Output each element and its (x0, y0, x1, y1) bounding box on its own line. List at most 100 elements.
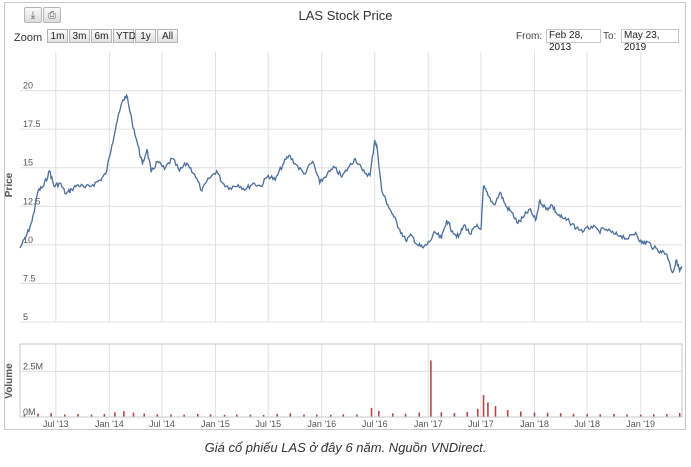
volume-tick-label: 2.5M (23, 361, 43, 371)
from-date-input[interactable]: Feb 28, 2013 (546, 29, 601, 53)
volume-bar (249, 414, 252, 417)
zoom-6m-button[interactable]: 6m (91, 29, 112, 43)
x-tick-label: Jul '13 (43, 419, 69, 429)
zoom-ytd-button[interactable]: YTD (113, 29, 136, 43)
price-tick-label: 12.5 (23, 196, 41, 206)
volume-bar (303, 414, 305, 417)
from-label: From: (516, 31, 543, 42)
x-tick-label: Jul '14 (149, 419, 175, 429)
x-tick-label: Jan '15 (201, 419, 230, 429)
chart-plot: 5 7.5 10 12.5 15 17.5 20 0M 2.5M Jul '13 Jan '14… (4, 52, 683, 429)
x-tick-labels: Jul '13 Jan '14 Jul '14 Jan '15 Jul '15 Jan '… (43, 419, 655, 429)
volume-bar (453, 412, 456, 417)
volume-bar (572, 413, 575, 417)
volume-bar (103, 413, 106, 417)
volume-bar (652, 414, 655, 417)
volume-bar (639, 414, 642, 417)
volume-bar (170, 414, 172, 417)
volume-bar (519, 411, 522, 417)
zoom-all-button[interactable]: All (157, 29, 178, 43)
volume-bar (196, 413, 199, 417)
volume-bar (476, 408, 479, 417)
chart-title: LAS Stock Price (298, 8, 393, 23)
print-button[interactable]: ⎙ (43, 7, 61, 23)
volume-bar (316, 414, 318, 417)
volume-bar (50, 413, 52, 417)
volume-bar (370, 407, 373, 417)
volume-bar (404, 413, 407, 417)
volume-bar (132, 412, 135, 417)
volume-bar (678, 412, 681, 417)
volume-bar (391, 413, 394, 417)
price-tick-label: 15 (23, 158, 33, 168)
zoom-1y-button[interactable]: 1y (135, 29, 156, 43)
volume-bar (23, 414, 26, 417)
price-tick-label: 17.5 (23, 119, 41, 129)
volume-bar (466, 411, 469, 417)
volume-bar (626, 414, 628, 417)
chart-frame (4, 2, 686, 430)
volume-bar (262, 414, 265, 417)
price-series-line (19, 93, 683, 274)
volume-bar (494, 406, 497, 417)
volume-bar (209, 414, 212, 417)
x-tick-label: Jul '18 (574, 419, 600, 429)
volume-bar (329, 414, 332, 417)
volume-bar (289, 413, 292, 417)
volume-bar (276, 413, 279, 417)
x-tick-label: Jan '18 (520, 419, 549, 429)
volume-bar (356, 414, 358, 417)
volume-bar (114, 412, 116, 417)
price-axis-label: Price (4, 172, 15, 197)
volume-bar (223, 414, 226, 417)
volume-bar (123, 411, 125, 417)
volume-bar (613, 413, 615, 417)
volume-bar (418, 412, 421, 417)
volume-bar (533, 412, 536, 417)
price-tick-label: 10 (23, 235, 33, 245)
to-date-input[interactable]: May 23, 2019 (621, 29, 679, 53)
volume-bar (143, 413, 146, 417)
volume-bar (37, 413, 39, 417)
x-tick-label: Jan '19 (626, 419, 655, 429)
x-tick-label: Jan '16 (307, 419, 336, 429)
download-button[interactable]: ⤓ (24, 7, 42, 23)
volume-bar (156, 414, 159, 417)
price-tick-labels: 5 7.5 10 12.5 15 17.5 20 (23, 81, 41, 322)
volume-bar (487, 402, 489, 417)
volume-bar (506, 410, 509, 417)
volume-bars (23, 360, 681, 417)
volume-bar (430, 360, 432, 417)
volume-bar (64, 414, 66, 417)
price-grid (20, 52, 682, 323)
volume-axis-label: Volume (4, 363, 15, 399)
volume-bar (546, 412, 549, 417)
volume-bar (482, 395, 485, 417)
price-tick-label: 5 (23, 312, 28, 322)
to-label: To: (603, 31, 617, 42)
volume-tick-labels: 0M 2.5M (23, 361, 43, 417)
volume-bar (440, 412, 443, 417)
volume-tick-label: 0M (23, 407, 36, 417)
x-tick-label: Jul '17 (468, 419, 494, 429)
volume-bar (377, 410, 380, 417)
price-tick-label: 20 (23, 81, 33, 91)
volume-grid (20, 344, 682, 418)
volume-bar (559, 413, 562, 417)
volume-bar (342, 414, 345, 417)
x-tick-label: Jan '17 (414, 419, 443, 429)
volume-bar (235, 414, 238, 417)
volume-bar (77, 414, 79, 417)
figure-caption: Giá cổ phiếu LAS ở đây 6 năm. Nguồn VNDi… (204, 440, 487, 455)
zoom-label: Zoom (14, 32, 43, 44)
price-tick-label: 7.5 (23, 273, 36, 283)
x-tick-label: Jul '15 (255, 419, 281, 429)
volume-bar (586, 414, 588, 417)
zoom-1m-button[interactable]: 1m (47, 29, 68, 43)
zoom-3m-button[interactable]: 3m (69, 29, 90, 43)
download-icon: ⤓ (30, 9, 36, 21)
volume-pane-border (19, 343, 683, 418)
volume-bar (599, 414, 602, 417)
x-tick-label: Jul '16 (362, 419, 388, 429)
print-icon: ⎙ (48, 9, 56, 21)
